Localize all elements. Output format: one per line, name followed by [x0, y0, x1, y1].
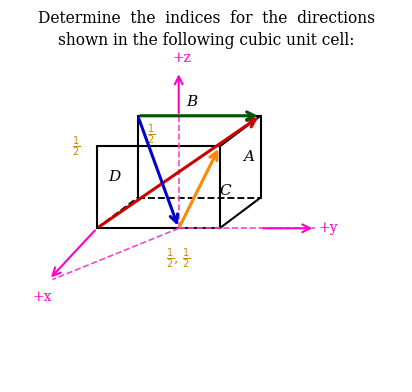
Text: shown in the following cubic unit cell:: shown in the following cubic unit cell:: [58, 32, 354, 49]
Text: $\frac{1}{2}$: $\frac{1}{2}$: [147, 122, 155, 147]
Text: $\frac{1}{2}$, $\frac{1}{2}$: $\frac{1}{2}$, $\frac{1}{2}$: [166, 247, 191, 271]
Text: +y: +y: [318, 221, 338, 235]
Text: D: D: [108, 170, 121, 184]
Text: Determine  the  indices  for  the  directions: Determine the indices for the directions: [37, 10, 375, 27]
Text: +x: +x: [33, 290, 52, 304]
Text: $\frac{1}{2}$: $\frac{1}{2}$: [73, 134, 80, 159]
Text: A: A: [243, 150, 255, 164]
Text: +z: +z: [173, 51, 192, 65]
Text: C: C: [220, 184, 231, 198]
Text: B: B: [187, 95, 198, 109]
